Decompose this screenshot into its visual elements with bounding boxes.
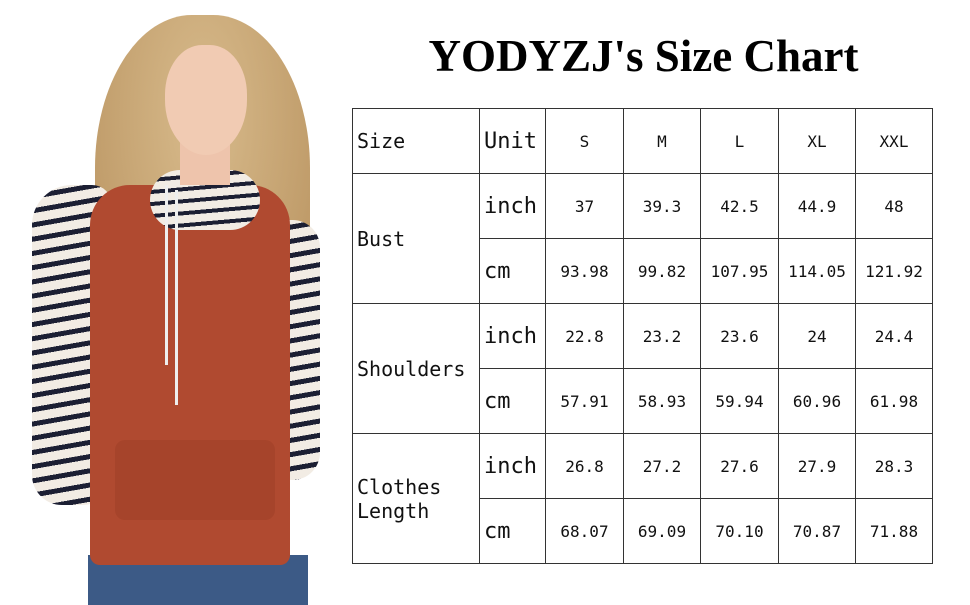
- table-row: cm 93.98 99.82 107.95 114.05 121.92: [353, 238, 933, 304]
- table-row: Shoulders inch 22.8 23.2 23.6 24 24.4: [352, 303, 933, 434]
- table-cell: 44.9: [778, 173, 856, 239]
- table-cell: 69.09: [623, 498, 701, 564]
- unit-label: cm: [479, 368, 546, 434]
- table-cell: 71.88: [855, 498, 933, 564]
- table-cell: 107.95: [700, 238, 779, 304]
- table-cell: 24: [778, 303, 856, 369]
- table-cell: 60.96: [778, 368, 856, 434]
- measure-label: Shoulders: [352, 303, 480, 434]
- table-cell: 24.4: [855, 303, 933, 369]
- face: [165, 45, 247, 155]
- table-header-row: Size Unit S M L XL XXL: [352, 108, 933, 174]
- unit-label: cm: [479, 498, 546, 564]
- unit-label: cm: [479, 238, 546, 304]
- table-cell: 70.87: [778, 498, 856, 564]
- table-cell: 68.07: [545, 498, 624, 564]
- table-cell: 58.93: [623, 368, 701, 434]
- table-cell: 121.92: [855, 238, 933, 304]
- table-cell: 93.98: [545, 238, 624, 304]
- size-col-header: M: [623, 108, 701, 174]
- table-cell: 27.2: [623, 433, 701, 499]
- table-cell: 48: [855, 173, 933, 239]
- pocket: [115, 440, 275, 520]
- size-col-header: S: [545, 108, 624, 174]
- size-col-header: XL: [778, 108, 856, 174]
- drawstring: [175, 190, 178, 405]
- size-chart-table: Size Unit S M L XL XXL Bust inch 37 39.3…: [352, 108, 933, 564]
- table-cell: 27.9: [778, 433, 856, 499]
- measure-label: Clothes Length: [352, 433, 480, 564]
- size-header: Size: [352, 108, 480, 174]
- table-row: cm 68.07 69.09 70.10 70.87 71.88: [353, 498, 933, 564]
- size-col-header: XXL: [855, 108, 933, 174]
- table-cell: 59.94: [700, 368, 779, 434]
- table-cell: 42.5: [700, 173, 779, 239]
- unit-header: Unit: [479, 108, 546, 174]
- table-cell: 61.98: [855, 368, 933, 434]
- table-row: Bust inch 37 39.3 42.5 44.9 48: [352, 173, 933, 304]
- table-cell: 23.6: [700, 303, 779, 369]
- table-cell: 39.3: [623, 173, 701, 239]
- table-cell: 37: [545, 173, 624, 239]
- page-title: YODYZJ's Size Chart: [428, 31, 859, 81]
- table-cell: 114.05: [778, 238, 856, 304]
- unit-label: inch: [479, 303, 546, 369]
- table-cell: 22.8: [545, 303, 624, 369]
- unit-label: inch: [479, 433, 546, 499]
- measure-label: Bust: [352, 173, 480, 304]
- table-row: cm 57.91 58.93 59.94 60.96 61.98: [353, 368, 933, 434]
- drawstring: [165, 185, 168, 365]
- table-cell: 70.10: [700, 498, 779, 564]
- table-cell: 23.2: [623, 303, 701, 369]
- unit-label: inch: [479, 173, 546, 239]
- table-cell: 27.6: [700, 433, 779, 499]
- table-row: Clothes Length inch 26.8 27.2 27.6 27.9 …: [352, 433, 933, 564]
- size-col-header: L: [700, 108, 779, 174]
- table-cell: 99.82: [623, 238, 701, 304]
- table-cell: 28.3: [855, 433, 933, 499]
- table-cell: 57.91: [545, 368, 624, 434]
- table-cell: 26.8: [545, 433, 624, 499]
- model-photo: [0, 0, 345, 605]
